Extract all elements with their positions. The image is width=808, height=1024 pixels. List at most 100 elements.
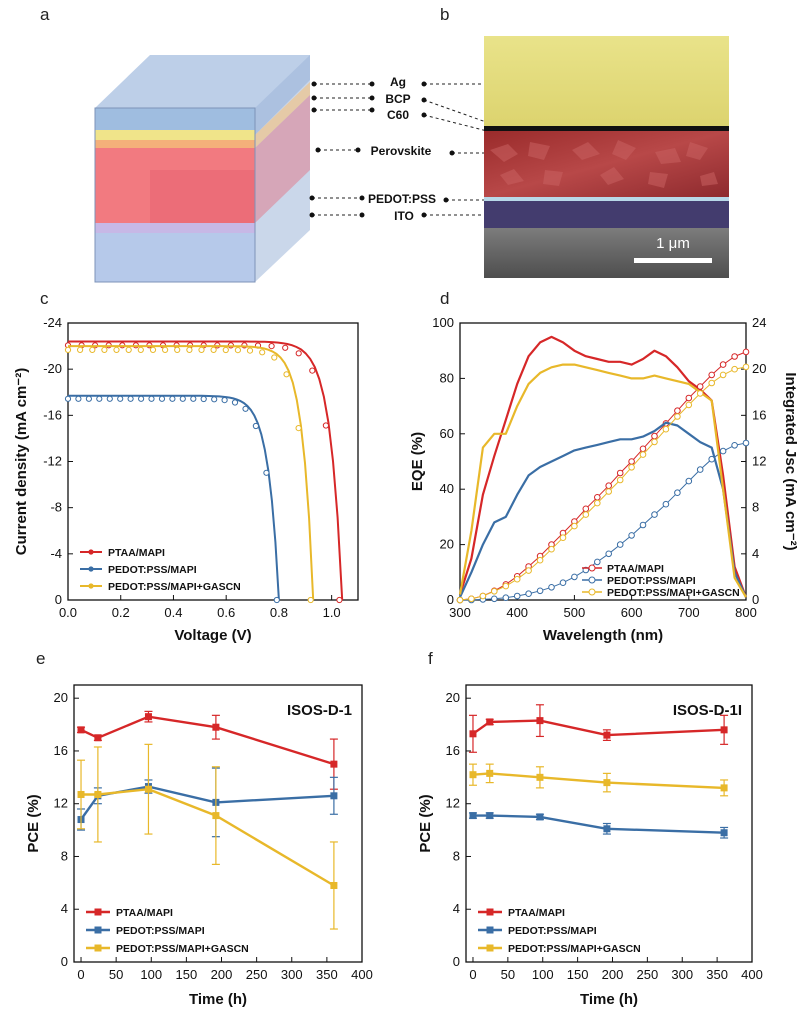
jsc-point (742, 363, 750, 371)
legend-marker (486, 926, 494, 934)
jv-point (200, 395, 207, 403)
jsc-point (651, 511, 658, 518)
y2-tick-label: 0 (752, 592, 759, 607)
layer-label-ag: Ag (390, 75, 406, 89)
jsc-point (456, 596, 464, 604)
jsc-point (674, 407, 681, 415)
y-tick-label: -12 (43, 454, 62, 469)
jv-point (169, 395, 176, 402)
x-tick-label: 200 (602, 967, 624, 982)
jv-curve-1 (68, 394, 280, 601)
panel-letter-a: a (40, 5, 50, 24)
jv-point (64, 395, 72, 402)
legend-label: PEDOT:PSS/MAPI (116, 925, 205, 937)
jsc-point (525, 567, 532, 574)
jv-point (113, 346, 120, 353)
legend-label: PEDOT:PSS/MAPI (108, 564, 197, 576)
y-tick-label: 16 (446, 743, 460, 758)
jv-point (148, 395, 155, 402)
x-tick-label: 600 (621, 605, 643, 620)
pce-point (94, 734, 102, 742)
layer-label-bcp: BCP (385, 92, 410, 106)
jv-point (106, 395, 113, 402)
jsc-point (731, 442, 738, 449)
x-tick-label: 0 (469, 967, 476, 982)
jsc-point (616, 469, 624, 477)
y-tick-label: 0 (61, 954, 68, 969)
device-stack-illustration (94, 55, 310, 283)
jsc-point (696, 390, 704, 397)
jv-point (246, 347, 254, 354)
x-tick-label: 350 (706, 967, 728, 982)
y-tick-label: 4 (453, 901, 460, 916)
x-tick-label: 350 (316, 967, 338, 982)
jsc-point (674, 413, 681, 420)
jv-point (210, 346, 217, 353)
jv-point (174, 346, 181, 353)
jsc-point (651, 438, 658, 446)
pce-point (77, 790, 85, 798)
pce-point (144, 785, 152, 793)
legend-marker (88, 583, 94, 589)
jv-point (295, 350, 302, 357)
jsc-point (513, 575, 521, 583)
jsc-point (559, 534, 567, 542)
panel-letter-f: f (428, 649, 433, 668)
layer-bcp (95, 130, 255, 140)
jsc-point (582, 511, 590, 518)
y-tick-label: 0 (453, 954, 460, 969)
scale-bar-label: 1 μm (656, 235, 690, 252)
y-tick-label: 60 (440, 426, 454, 441)
y-tick-label: 4 (61, 901, 68, 916)
pce-point (469, 730, 477, 738)
y-tick-label: -8 (50, 500, 62, 515)
pce-point (536, 773, 544, 781)
jsc-point (685, 477, 693, 485)
legend-marker (588, 576, 596, 584)
pce-line-0 (472, 719, 725, 737)
legend-label: PTAA/MAPI (607, 563, 664, 575)
x-tick-label: 250 (246, 967, 268, 982)
y2-tick-label: 16 (752, 407, 766, 422)
jsc-point (536, 556, 544, 564)
x-tick-label: 0.4 (164, 605, 182, 620)
layer-label-ito: ITO (394, 209, 414, 223)
y-tick-label: 40 (440, 481, 454, 496)
legend-label: PTAA/MAPI (508, 907, 565, 919)
y-tick-label: -20 (43, 361, 62, 376)
jv-point (309, 367, 316, 374)
jsc-point (525, 590, 532, 598)
stability-chart-isos-d1: 0 50 100 150 200 250 300 350 400 0 4 8 12 16 20 Time (h… (25, 684, 373, 1008)
jsc-point (685, 394, 693, 402)
pce-point (330, 760, 338, 768)
sem-cross-section: 1 μm (484, 36, 729, 278)
jv-point (268, 343, 275, 350)
x-tick-label: 0.0 (59, 605, 77, 620)
pce-line-0 (80, 715, 335, 766)
jv-chart: 0.0 0.2 0.4 0.6 0.8 1.0 -24 -20 -16 -12 -8 -4 0 Volta… (13, 315, 359, 644)
jsc-point (479, 592, 487, 600)
x-tick-label: 300 (449, 605, 471, 620)
sem-ag-layer (484, 36, 729, 128)
jsc-point (708, 379, 716, 387)
jv-point (89, 346, 96, 353)
pce-point (536, 813, 544, 821)
jv-point (242, 405, 249, 412)
jsc-point (468, 595, 475, 603)
legend-label: PEDOT:PSS/MAPI (508, 925, 597, 937)
y-axis-label: Current density (mA cm⁻²) (13, 368, 30, 555)
legend-marker (588, 588, 596, 596)
pce-point (720, 726, 728, 734)
jsc-point (628, 532, 635, 539)
x-tick-label: 100 (532, 967, 554, 982)
pce-point (144, 713, 152, 721)
jv-point (221, 397, 228, 404)
sem-etl-layer (484, 126, 729, 131)
jv-point (149, 346, 157, 353)
jv-point (179, 395, 186, 402)
y2-tick-label: 4 (752, 546, 759, 561)
pce-point (94, 790, 102, 798)
y2-tick-label: 8 (752, 500, 759, 515)
pce-point (77, 726, 85, 734)
jv-point (125, 346, 132, 353)
